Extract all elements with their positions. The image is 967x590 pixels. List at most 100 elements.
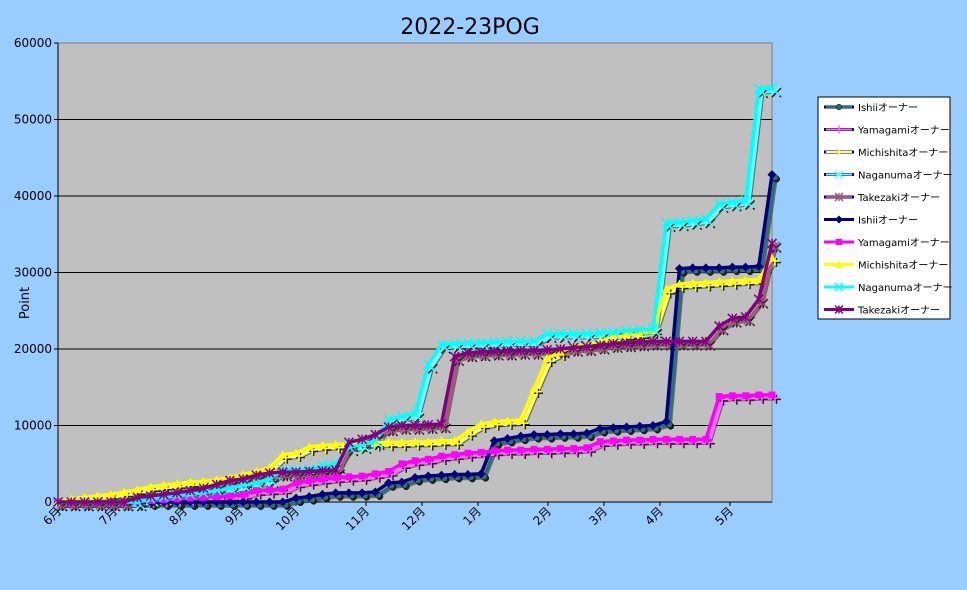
data-point-shadow	[573, 448, 583, 458]
y-tick-label: 20000	[14, 342, 52, 356]
y-tick-label: 10000	[14, 419, 52, 433]
data-point	[172, 479, 182, 488]
data-point	[489, 417, 499, 426]
legend-marker	[835, 125, 843, 134]
data-point	[251, 497, 261, 507]
data-point	[396, 411, 407, 422]
data-point	[436, 470, 446, 480]
data-point	[661, 417, 671, 427]
legend-label: Naganumaオーナー	[858, 282, 953, 294]
data-point-shadow	[428, 459, 438, 469]
data-point	[714, 198, 725, 209]
data-point	[503, 416, 513, 425]
data-point-shadow	[772, 394, 781, 404]
legend-entry: Naganumaオーナー	[824, 282, 953, 294]
data-point	[357, 434, 368, 445]
data-point	[555, 429, 565, 439]
data-point	[557, 445, 564, 452]
data-point	[555, 328, 566, 339]
data-point	[186, 494, 194, 502]
data-point-shadow	[520, 420, 530, 430]
data-point	[674, 216, 685, 228]
data-point	[662, 435, 670, 443]
data-point-shadow	[639, 440, 649, 450]
data-point	[52, 496, 64, 508]
data-point	[331, 440, 341, 449]
legend-label: Ishiiオーナー	[858, 215, 918, 227]
data-point-shadow	[705, 282, 715, 292]
data-point	[279, 485, 287, 493]
data-point	[715, 393, 723, 400]
data-point	[582, 428, 592, 438]
data-point	[568, 328, 579, 339]
legend-marker	[835, 260, 843, 268]
data-point	[596, 438, 604, 445]
data-point	[635, 421, 645, 431]
data-point	[689, 435, 697, 443]
data-point-shadow	[335, 444, 345, 454]
data-point	[132, 485, 142, 494]
data-point	[687, 336, 698, 347]
data-point	[317, 440, 327, 449]
data-point	[608, 327, 619, 338]
legend-label: Ishiiオーナー	[858, 102, 918, 114]
data-point	[343, 437, 354, 448]
data-point	[463, 427, 473, 436]
legend-entry: Naganumaオーナー	[824, 170, 953, 182]
data-point	[238, 474, 249, 485]
data-point	[277, 467, 288, 478]
data-point	[676, 435, 683, 443]
data-point	[727, 313, 738, 324]
data-point	[397, 437, 407, 446]
data-point	[622, 422, 632, 432]
data-point	[344, 488, 354, 498]
data-point	[410, 473, 420, 483]
data-point	[502, 336, 513, 347]
y-tick-label: 60000	[14, 36, 52, 50]
y-axis-label: Point	[18, 287, 33, 319]
data-point	[291, 448, 301, 457]
data-point	[198, 476, 208, 485]
data-point	[504, 446, 511, 454]
data-point-shadow	[388, 471, 398, 481]
data-point	[423, 419, 434, 430]
data-point	[292, 479, 300, 487]
data-point	[79, 496, 90, 508]
series-10	[52, 238, 778, 508]
data-point	[266, 486, 273, 494]
data-point-shadow	[296, 453, 305, 463]
data-point-shadow	[467, 431, 477, 441]
data-point	[345, 473, 353, 481]
data-point	[581, 328, 592, 339]
data-point-shadow	[507, 420, 517, 430]
data-point	[224, 483, 235, 494]
data-point-shadow	[745, 395, 755, 405]
y-axis: 0 10000 20000 30000 40000 50000 60000	[14, 36, 59, 509]
legend-marker	[836, 239, 842, 245]
data-point	[516, 431, 526, 441]
data-point	[451, 451, 459, 458]
legend-entry: Ishiiオーナー	[824, 215, 918, 227]
data-point	[319, 475, 326, 483]
data-point	[754, 274, 764, 283]
data-point	[647, 324, 659, 335]
data-point	[740, 311, 751, 322]
data-point-shadow	[481, 423, 491, 433]
data-point	[621, 337, 632, 348]
legend-marker	[834, 169, 844, 180]
data-point-shadow	[454, 440, 464, 450]
data-point	[621, 325, 632, 336]
data-point	[515, 345, 526, 356]
data-point	[701, 277, 711, 287]
data-point	[768, 391, 776, 399]
data-point-shadow	[600, 441, 610, 451]
data-point	[727, 197, 738, 208]
data-point	[370, 487, 380, 497]
data-point-shadow	[309, 446, 319, 456]
data-point	[529, 384, 539, 393]
legend-label: Michishitaオーナー	[858, 260, 948, 272]
data-point	[358, 472, 366, 480]
data-point	[529, 430, 539, 440]
data-point	[371, 470, 379, 478]
data-point	[555, 343, 566, 355]
